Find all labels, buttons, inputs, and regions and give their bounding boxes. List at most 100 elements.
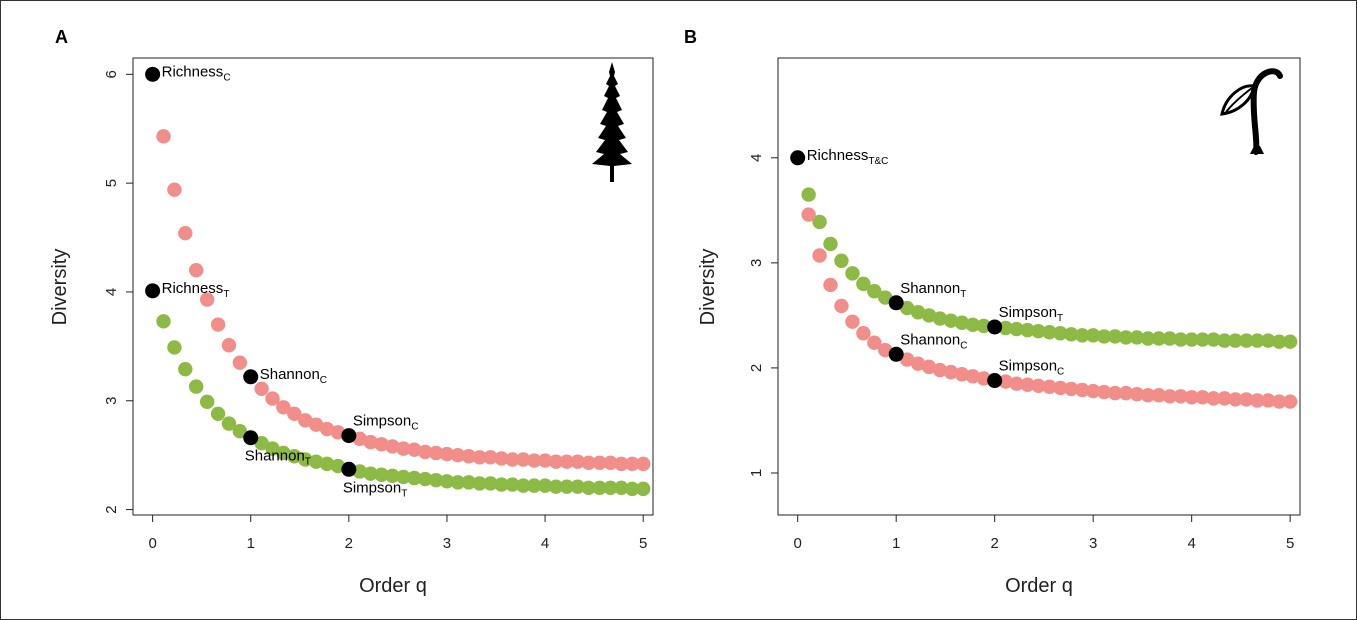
- data-point-c: [156, 129, 171, 144]
- highlight-label: ShannonC: [900, 331, 967, 351]
- data-point-t: [1085, 328, 1101, 343]
- highlight-label-subscript: T: [223, 289, 229, 300]
- data-point-t: [494, 477, 509, 492]
- data-point-c: [592, 455, 607, 470]
- data-point-c: [1282, 394, 1298, 409]
- data-point-t: [965, 317, 981, 333]
- y-tick-label: 4: [748, 154, 765, 162]
- data-point-c: [298, 413, 313, 428]
- y-tick-label: 4: [103, 288, 120, 296]
- data-point-c: [559, 454, 575, 469]
- data-point-c: [221, 338, 237, 353]
- data-point-t: [1206, 332, 1221, 347]
- data-point-c: [1031, 378, 1046, 393]
- data-point-c: [932, 362, 948, 378]
- x-tick-label: 3: [1089, 535, 1097, 552]
- data-point-c: [943, 364, 959, 380]
- highlight-label-text: Shannon: [900, 280, 960, 297]
- highlight-point: [341, 461, 357, 477]
- x-tick-label: 4: [541, 535, 549, 552]
- data-point-c: [494, 451, 509, 466]
- x-tick-labels-a: 0 1 2 3 4 5: [148, 535, 647, 552]
- highlight-point: [888, 346, 904, 362]
- x-tick-label: 1: [892, 535, 900, 552]
- data-point-t: [801, 187, 816, 202]
- data-point-t: [276, 445, 291, 461]
- data-point-c: [461, 449, 476, 464]
- data-point-t: [1140, 331, 1156, 346]
- data-point-t: [1096, 329, 1112, 344]
- data-point-c: [396, 441, 411, 456]
- highlight-point: [888, 295, 904, 311]
- data-point-c: [199, 292, 215, 307]
- data-point-t: [559, 479, 575, 494]
- data-point-c: [570, 454, 585, 469]
- data-point-t: [976, 318, 991, 334]
- data-point-c: [526, 453, 542, 468]
- highlight-label-text: Shannon: [245, 448, 305, 465]
- data-point-c: [965, 369, 981, 384]
- highlight-label: SimpsonC: [353, 413, 419, 433]
- highlight-point: [987, 319, 1003, 335]
- data-point-c: [1107, 385, 1123, 401]
- highlight-label: SimpsonT: [343, 479, 407, 499]
- data-point-c: [407, 442, 422, 457]
- data-point-t: [483, 476, 498, 491]
- data-point-t: [221, 416, 237, 431]
- data-point-t: [319, 456, 335, 472]
- data-point-c: [1272, 394, 1287, 409]
- panel-b: B 0 1 2 3 4 5 1 2 3 4 Order q Diversity Richness…: [684, 27, 1301, 597]
- data-point-t: [1053, 326, 1068, 341]
- data-point-c: [428, 445, 444, 461]
- data-point-t: [1261, 333, 1276, 348]
- data-point-c: [537, 453, 553, 468]
- data-point-c: [1075, 382, 1090, 398]
- highlight-label-subscript: T&C: [868, 156, 888, 167]
- data-point-c: [899, 352, 915, 367]
- data-point-t: [428, 472, 444, 488]
- data-point-c: [823, 277, 838, 293]
- data-point-t: [1075, 328, 1090, 343]
- panel-label-a: A: [55, 27, 68, 47]
- data-point-t: [614, 480, 629, 495]
- data-point-t: [178, 361, 193, 377]
- data-point-c: [834, 298, 849, 314]
- highlight-label: ShannonT: [245, 448, 311, 468]
- x-tick-label: 2: [345, 535, 353, 552]
- data-point-c: [801, 207, 816, 222]
- data-point-c: [232, 355, 248, 370]
- highlight-label-subscript: C: [320, 375, 327, 386]
- data-point-t: [812, 214, 827, 230]
- data-point-c: [178, 225, 193, 241]
- data-point-c: [635, 456, 651, 472]
- data-point-c: [417, 444, 433, 460]
- data-point-t: [156, 314, 171, 329]
- data-point-c: [867, 335, 882, 350]
- highlight-label-subscript: C: [1057, 367, 1064, 378]
- highlight-label-text: Simpson: [343, 479, 401, 496]
- data-point-c: [254, 381, 269, 396]
- y-tick-label: 1: [748, 469, 765, 477]
- panel-a: A 0 1 2 3 4 5 2 3 4 5 6 Order q Diversity Richnes…: [49, 27, 654, 597]
- data-point-c: [319, 421, 335, 437]
- highlight-points-b: RichnessT&CShannonTShannonCSimpsonTSimps…: [790, 147, 1064, 389]
- data-point-c: [505, 452, 520, 467]
- data-point-c: [614, 456, 629, 472]
- x-tick-label: 0: [148, 535, 156, 552]
- highlight-label-text: Simpson: [999, 358, 1057, 375]
- axis-ticks-b: [771, 157, 1291, 522]
- seedling-icon: [1220, 68, 1283, 155]
- data-point-c: [1085, 383, 1101, 399]
- data-point-c: [1151, 388, 1167, 403]
- data-point-t: [1228, 333, 1243, 348]
- data-point-c: [856, 326, 871, 341]
- data-point-c: [581, 455, 596, 470]
- data-point-t: [867, 284, 882, 299]
- data-point-t: [954, 315, 970, 330]
- data-point-t: [570, 479, 585, 494]
- x-tick-label: 4: [1187, 535, 1195, 552]
- data-point-t: [1151, 331, 1167, 346]
- highlight-label: SimpsonT: [999, 304, 1063, 324]
